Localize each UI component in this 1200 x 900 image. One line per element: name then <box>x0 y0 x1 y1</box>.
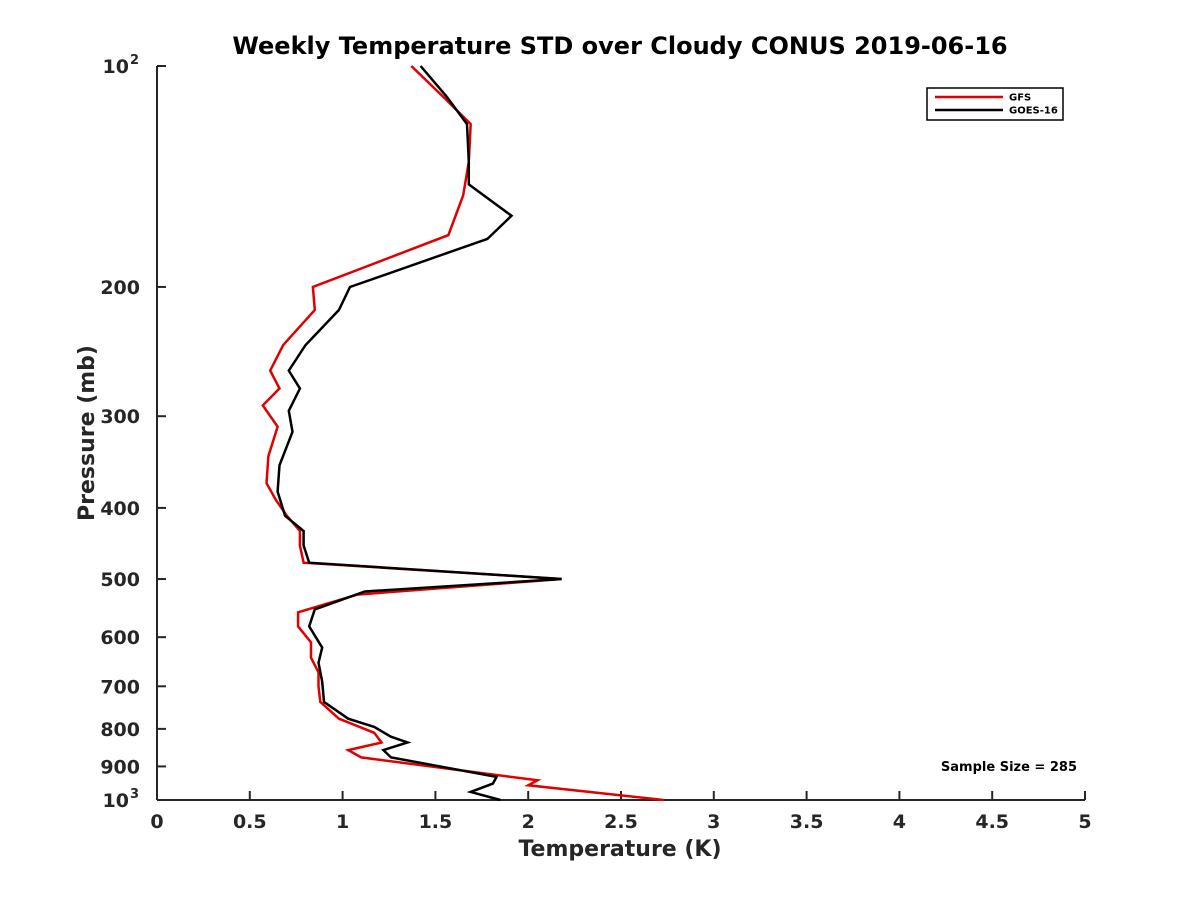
legend-entry-label: GFS <box>1009 93 1031 104</box>
chart-title: Weekly Temperature STD over Cloudy CONUS… <box>232 32 1007 60</box>
series-layer <box>261 65 664 802</box>
x-tick-label: 3.5 <box>790 811 824 833</box>
y-tick-label: 400 <box>100 498 140 520</box>
x-tick-label: 2 <box>522 811 535 833</box>
y-axis-label: Pressure (mb) <box>75 345 100 521</box>
y-tick-label: 700 <box>100 676 140 698</box>
y-tick-label: 500 <box>100 569 140 591</box>
x-tick-label: 5 <box>1078 811 1091 833</box>
y-tick-exponent: 3 <box>130 787 139 802</box>
sample-size-annotation: Sample Size = 285 <box>941 760 1077 775</box>
y-tick-label: 800 <box>100 719 140 741</box>
legend-box <box>926 87 1064 121</box>
y-tick-label: 600 <box>100 627 140 649</box>
x-tick-label: 0 <box>150 811 163 833</box>
series-line-gfs <box>261 65 664 802</box>
axes: 0 0.5 1 1.5 2 2.5 3 3.5 4 4.5 510 22003004005006007… <box>100 53 1091 833</box>
x-tick-label: 1.5 <box>419 811 453 833</box>
y-tick-exponent: 2 <box>130 53 139 68</box>
y-tick-label: 10 <box>103 790 129 812</box>
x-tick-label: 1 <box>336 811 349 833</box>
y-tick-label: 300 <box>100 406 140 428</box>
x-axis-label: Temperature (K) <box>518 837 721 862</box>
legend: GFS GOES-16 <box>926 87 1064 121</box>
series-line-goes-16 <box>276 65 562 802</box>
x-tick-label: 2.5 <box>604 811 638 833</box>
x-tick-label: 3 <box>707 811 720 833</box>
y-tick-label: 200 <box>100 277 140 299</box>
x-tick-label: 4.5 <box>975 811 1009 833</box>
legend-entry-label: GOES-16 <box>1009 106 1058 117</box>
x-tick-label: 0.5 <box>233 811 267 833</box>
y-tick-label: 10 <box>103 56 129 78</box>
y-tick-label: 900 <box>100 756 140 778</box>
x-tick-label: 4 <box>893 811 906 833</box>
